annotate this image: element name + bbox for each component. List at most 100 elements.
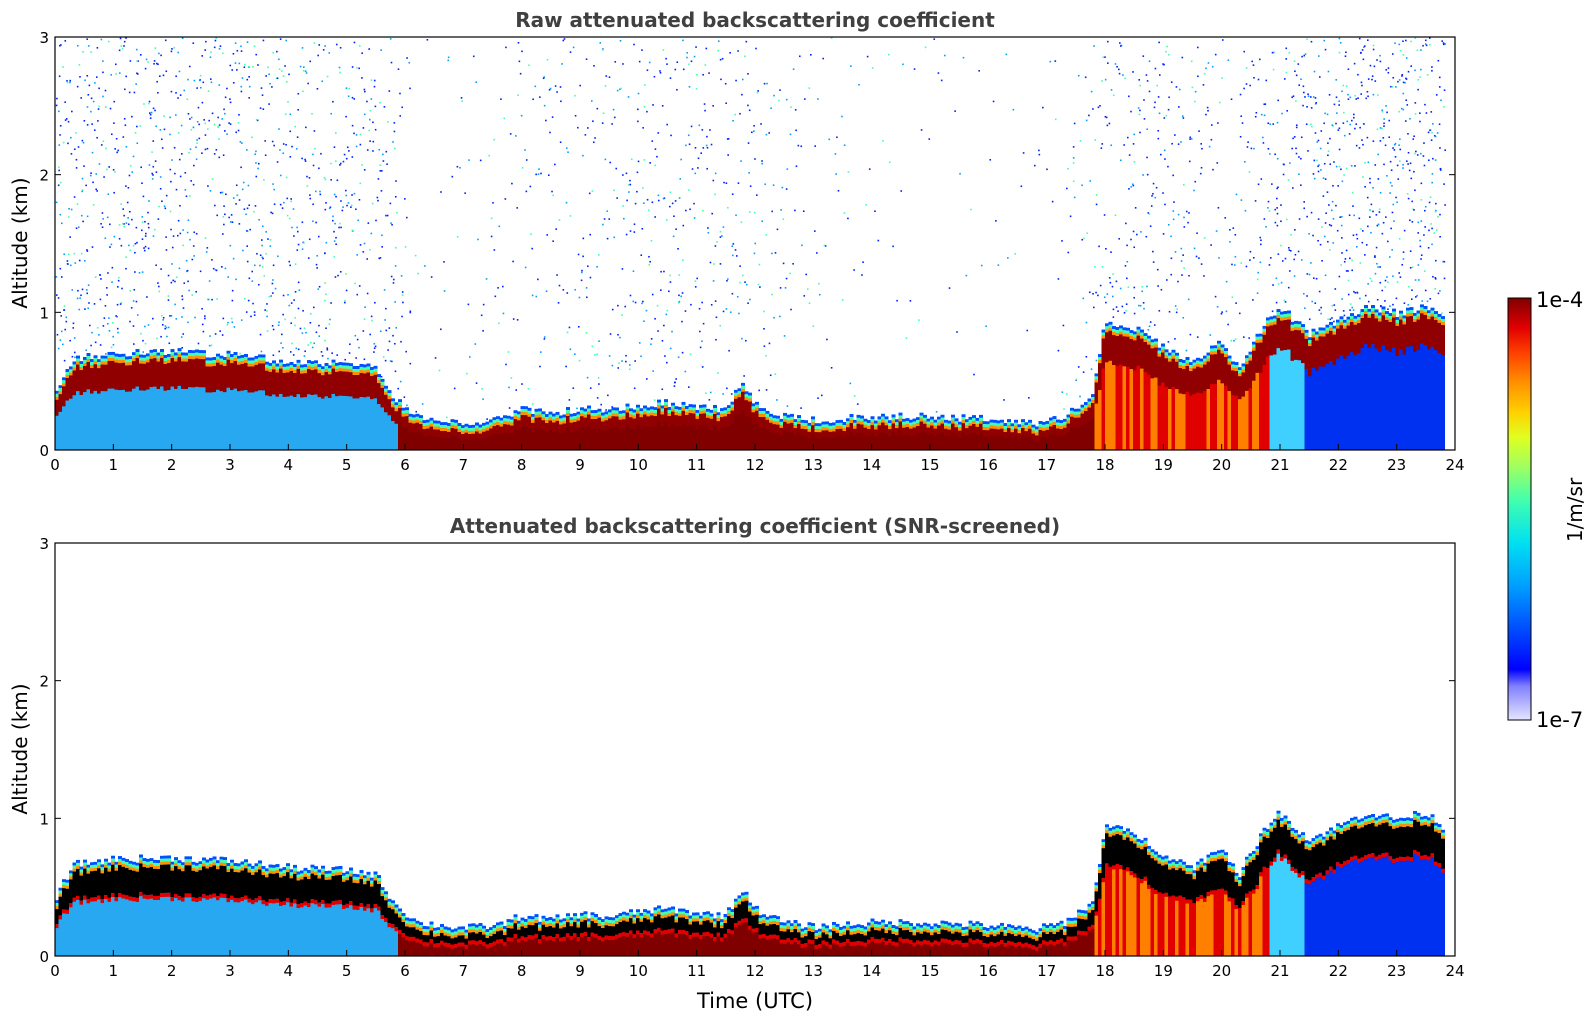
heatmap-fringe [314,363,318,367]
noise-speckle [1310,123,1312,126]
heatmap-fringe [961,414,966,418]
heatmap-strong-layer [944,428,948,437]
noise-speckle [380,375,383,378]
heatmap-column [349,369,353,450]
heatmap-fringe [867,423,871,427]
heatmap-fringe [912,424,917,428]
noise-speckle [649,260,651,263]
noise-speckle [812,325,815,327]
heatmap-column [1301,330,1305,450]
noise-speckle [754,242,757,245]
noise-speckle [1026,329,1029,332]
heatmap-fringe [289,367,294,371]
noise-speckle [453,387,456,390]
noise-speckle [578,296,581,299]
heatmap-fringe [534,411,539,415]
noise-speckle [301,221,304,224]
heatmap-fringe [1035,429,1039,433]
noise-speckle [621,314,623,316]
heatmap-fringe [1196,357,1200,361]
heatmap-strong-layer [814,432,819,439]
noise-speckle [1227,59,1230,61]
heatmap-column [1196,363,1200,450]
heatmap-fringe [580,413,584,417]
noise-speckle [477,238,479,241]
heatmap-column [83,362,87,450]
noise-speckle [997,264,1000,266]
heatmap-fringe [254,358,259,362]
heatmap-fringe [1024,425,1029,429]
heatmap-fringe [321,372,325,376]
heatmap-fringe [898,412,903,416]
heatmap-column [233,358,238,450]
heatmap-column [1350,319,1354,450]
heatmap-fringe [97,365,101,369]
noise-speckle [288,217,291,220]
x-tick-label: 12 [745,456,764,474]
heatmap-fringe [230,360,234,364]
heatmap-fringe [643,411,647,415]
heatmap-column [604,417,609,450]
noise-speckle [144,245,147,248]
heatmap-fringe [62,383,66,387]
noise-speckle [1109,281,1112,284]
noise-speckle [1267,200,1270,203]
noise-speckle [1119,287,1122,290]
noise-speckle [222,52,224,55]
heatmap-fringe [1262,331,1267,335]
noise-speckle [96,326,99,329]
noise-speckle [128,91,131,94]
noise-speckle [719,230,722,233]
noise-speckle [1328,204,1330,206]
noise-speckle [84,308,86,310]
noise-speckle [1295,124,1298,127]
noise-speckle [1306,215,1308,218]
heatmap-fringe [398,402,402,406]
noise-speckle [177,219,180,222]
panel-raw: Raw attenuated backscattering coefficien… [8,8,1465,474]
noise-speckle [345,194,348,197]
heatmap-fringe [576,414,581,418]
noise-speckle [1331,317,1333,319]
heatmap-strong-layer [111,360,115,389]
heatmap-fringe [1094,379,1099,383]
noise-speckle [642,300,644,303]
heatmap-fringe [233,358,238,362]
heatmap-fringe [1084,408,1088,412]
x-tick-label: 13 [804,456,823,474]
noise-speckle [343,153,346,156]
noise-speckle [629,294,632,297]
noise-speckle [1353,113,1355,116]
noise-speckle [1406,193,1409,195]
noise-speckle [706,135,708,138]
noise-speckle [167,274,170,277]
heatmap-fringe [58,887,63,891]
noise-speckle [92,203,95,206]
noise-speckle [613,236,616,239]
heatmap-fringe [1234,368,1239,372]
noise-speckle [1317,218,1320,220]
noise-speckle [755,194,758,196]
noise-speckle [137,60,139,62]
heatmap-fringe [881,419,885,423]
heatmap-fringe [139,354,143,358]
heatmap-fringe [76,355,80,359]
heatmap-column [160,354,164,450]
heatmap-strong-layer [1035,435,1039,442]
heatmap-strong-layer [83,895,87,900]
noise-speckle [625,172,628,175]
heatmap-fringe [664,405,668,409]
heatmap-fringe [163,360,168,364]
heatmap-fringe [1059,423,1064,427]
noise-speckle [801,244,803,247]
noise-speckle [1310,107,1313,109]
noise-speckle [178,70,181,73]
noise-speckle [970,208,972,211]
heatmap-column [968,422,973,450]
noise-speckle [347,202,350,204]
noise-speckle [721,235,723,237]
noise-speckle [241,77,244,79]
noise-speckle [1276,224,1279,227]
heatmap-fringe [107,354,112,358]
heatmap-fringe [83,859,87,863]
